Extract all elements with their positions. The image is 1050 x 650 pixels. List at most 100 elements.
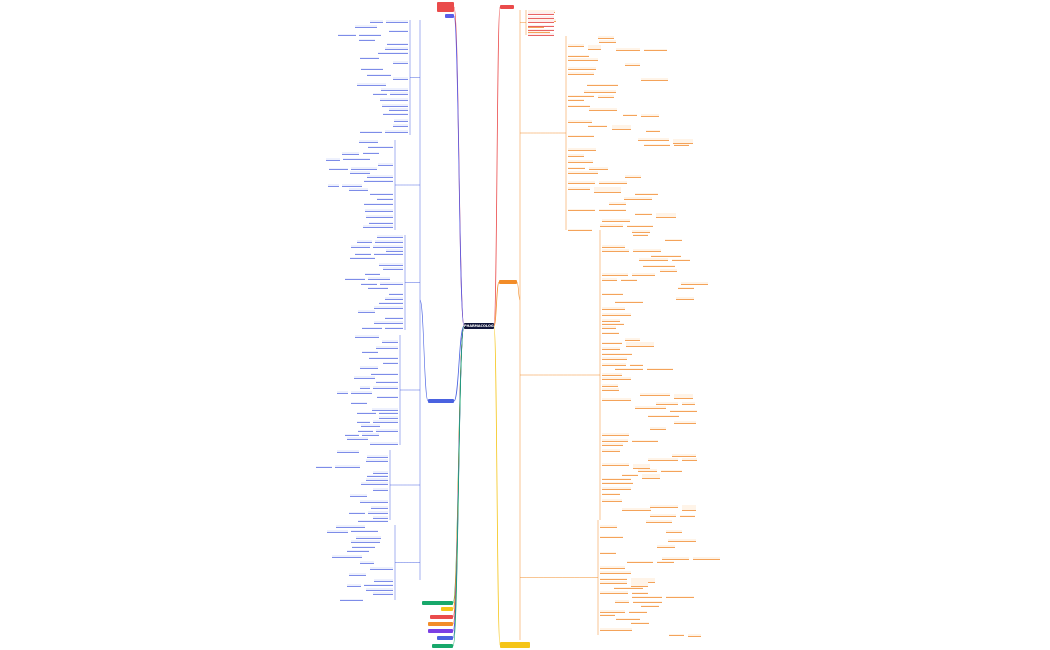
left-leaf-node[interactable]	[375, 429, 398, 433]
right-leaf-node[interactable]	[650, 254, 681, 258]
right-leaf-node[interactable]	[613, 586, 644, 590]
left-leaf-node[interactable]	[384, 316, 403, 320]
right-leaf-node[interactable]	[615, 300, 643, 304]
red-leaf-node[interactable]	[528, 33, 554, 36]
left-subleaf-node[interactable]	[344, 433, 360, 437]
right-leaf-node[interactable]	[622, 473, 639, 477]
red-leaf-node[interactable]	[528, 28, 554, 32]
left-leaf-node[interactable]	[350, 256, 375, 260]
right-leaf-node[interactable]	[666, 530, 683, 533]
right-subleaf-node[interactable]	[681, 458, 697, 461]
right-leaf-node[interactable]	[643, 264, 675, 268]
right-leaf-node[interactable]	[602, 245, 625, 248]
left-leaf-node[interactable]	[369, 566, 393, 570]
right-leaf-node[interactable]	[602, 388, 619, 391]
left-subleaf-node[interactable]	[373, 92, 388, 96]
right-leaf-node[interactable]	[624, 63, 640, 66]
left-leaf-node[interactable]	[348, 188, 368, 191]
right-leaf-node[interactable]	[602, 487, 631, 490]
right-subleaf-node[interactable]	[673, 393, 694, 399]
right-leaf-node[interactable]	[672, 454, 696, 457]
left-leaf-node[interactable]	[383, 112, 408, 116]
right-subleaf-node[interactable]	[656, 560, 674, 564]
left-subleaf-node[interactable]	[357, 411, 377, 415]
left-leaf-node[interactable]	[332, 555, 362, 558]
right-leaf-node[interactable]	[597, 36, 615, 39]
right-leaf-node[interactable]	[568, 171, 598, 174]
left-subleaf-node[interactable]	[327, 184, 339, 187]
right-leaf-node[interactable]	[631, 621, 649, 625]
right-leaf-node[interactable]	[647, 457, 678, 461]
right-leaf-node[interactable]	[650, 514, 676, 517]
right-leaf-node[interactable]	[568, 181, 596, 184]
right-leaf-node[interactable]	[631, 230, 651, 233]
left-leaf-node[interactable]	[337, 450, 359, 453]
left-leaf-node[interactable]	[369, 442, 398, 445]
left-subleaf-node[interactable]	[344, 277, 366, 281]
right-leaf-node[interactable]	[664, 238, 682, 242]
left-leaf-node[interactable]	[379, 416, 398, 419]
right-leaf-node[interactable]	[615, 48, 641, 51]
left-leaf-node[interactable]	[351, 545, 376, 549]
right-subleaf-node[interactable]	[666, 595, 694, 599]
right-subleaf-node[interactable]	[626, 341, 655, 348]
left-leaf-node[interactable]	[374, 239, 403, 243]
left-leaf-node[interactable]	[372, 488, 388, 491]
left-leaf-node[interactable]	[369, 356, 398, 360]
right-subleaf-node[interactable]	[597, 95, 614, 98]
right-leaf-node[interactable]	[602, 272, 628, 276]
right-subleaf-node[interactable]	[673, 144, 690, 147]
right-leaf-node[interactable]	[568, 54, 590, 58]
right-leaf-node[interactable]	[624, 175, 642, 178]
right-leaf-node[interactable]	[600, 577, 628, 581]
right-leaf-node[interactable]	[602, 383, 618, 387]
left-leaf-node[interactable]	[357, 310, 376, 313]
left-leaf-node[interactable]	[373, 306, 403, 310]
right-leaf-node[interactable]	[602, 347, 620, 350]
right-leaf-node[interactable]	[602, 477, 632, 481]
right-leaf-node[interactable]	[649, 504, 678, 508]
branch-node-b8[interactable]	[441, 607, 453, 611]
left-leaf-node[interactable]	[377, 395, 398, 399]
right-leaf-node[interactable]	[656, 545, 676, 548]
left-leaf-node[interactable]	[350, 540, 381, 544]
left-leaf-node[interactable]	[373, 420, 398, 423]
right-leaf-node[interactable]	[602, 363, 627, 366]
right-leaf-node[interactable]	[600, 535, 623, 539]
branch-node-b11[interactable]	[428, 629, 453, 633]
left-subleaf-node[interactable]	[361, 327, 382, 330]
right-leaf-node[interactable]	[644, 143, 670, 147]
right-leaf-node[interactable]	[649, 427, 667, 430]
left-leaf-node[interactable]	[382, 361, 398, 365]
right-subleaf-node[interactable]	[687, 634, 701, 637]
right-subleaf-node[interactable]	[646, 367, 673, 371]
right-leaf-node[interactable]	[568, 44, 584, 47]
left-leaf-node[interactable]	[360, 500, 388, 503]
branch-node-b2[interactable]	[500, 5, 514, 9]
right-leaf-node[interactable]	[639, 393, 670, 396]
branch-node-b12[interactable]	[437, 636, 453, 640]
left-leaf-node[interactable]	[368, 277, 391, 281]
right-leaf-node[interactable]	[602, 322, 625, 326]
left-subleaf-node[interactable]	[355, 253, 371, 256]
red-leaf-node[interactable]	[528, 20, 554, 23]
right-leaf-node[interactable]	[602, 499, 622, 502]
right-subleaf-node[interactable]	[682, 402, 696, 405]
right-leaf-node[interactable]	[602, 331, 620, 335]
left-leaf-node[interactable]	[386, 42, 408, 46]
left-subleaf-node[interactable]	[325, 158, 340, 161]
right-subleaf-node[interactable]	[655, 212, 677, 219]
red-leaf-node[interactable]	[528, 16, 554, 19]
right-leaf-node[interactable]	[670, 409, 697, 413]
left-subleaf-node[interactable]	[356, 420, 371, 424]
right-subleaf-node[interactable]	[673, 138, 693, 145]
left-leaf-node[interactable]	[359, 33, 382, 37]
left-leaf-node[interactable]	[354, 335, 379, 338]
left-subleaf-node[interactable]	[357, 429, 373, 433]
right-subleaf-node[interactable]	[631, 273, 655, 276]
right-leaf-node[interactable]	[602, 218, 630, 222]
right-leaf-node[interactable]	[623, 197, 653, 200]
right-subleaf-node[interactable]	[589, 167, 608, 170]
left-leaf-node[interactable]	[350, 167, 378, 171]
left-leaf-node[interactable]	[385, 249, 403, 252]
